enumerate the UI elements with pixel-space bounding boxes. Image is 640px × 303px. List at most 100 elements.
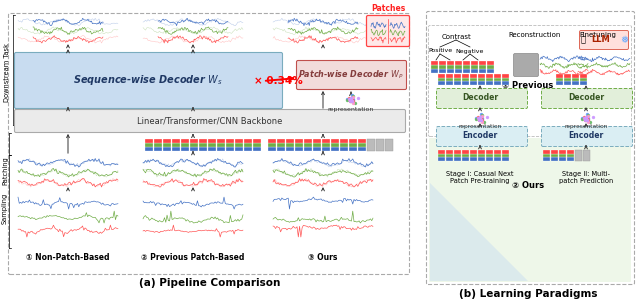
Point	[348, 94, 358, 99]
Bar	[502, 157, 509, 161]
Bar	[340, 139, 348, 143]
Bar	[463, 61, 470, 65]
Bar	[199, 143, 207, 147]
Point	[577, 116, 588, 121]
Bar	[313, 143, 321, 147]
Point	[477, 116, 487, 121]
Point	[477, 113, 488, 118]
Bar	[463, 69, 470, 73]
Polygon shape	[430, 183, 528, 281]
Point	[476, 117, 486, 122]
Point	[583, 115, 593, 120]
Bar	[486, 157, 493, 161]
Point	[579, 115, 589, 120]
Bar	[462, 81, 469, 85]
Point	[347, 96, 357, 101]
Text: representation: representation	[458, 124, 502, 129]
Bar	[479, 69, 486, 73]
Text: Patching: Patching	[2, 157, 8, 185]
Text: Encoder: Encoder	[568, 132, 604, 141]
Point	[580, 118, 591, 123]
Bar	[217, 147, 225, 151]
Bar	[358, 147, 366, 151]
Bar	[145, 143, 153, 147]
Bar	[572, 81, 579, 85]
Bar	[471, 61, 478, 65]
Text: ② Previous Patch-Based: ② Previous Patch-Based	[141, 252, 244, 261]
Text: Reconstruction: Reconstruction	[509, 32, 561, 38]
Bar	[199, 147, 207, 151]
Bar	[358, 139, 366, 143]
Point	[348, 99, 358, 104]
Point	[583, 118, 593, 123]
Bar	[556, 78, 563, 81]
FancyBboxPatch shape	[541, 126, 632, 146]
Point	[344, 96, 354, 101]
Bar	[217, 143, 225, 147]
Bar	[572, 74, 579, 78]
Text: Stage I: Casual Next
Patch Pre-training: Stage I: Casual Next Patch Pre-training	[446, 171, 514, 184]
Bar	[438, 157, 445, 161]
Text: Sampling: Sampling	[2, 192, 8, 224]
Text: Decoder: Decoder	[462, 94, 498, 102]
Bar	[163, 147, 171, 151]
Point	[477, 118, 487, 123]
Text: ③ Ours: ③ Ours	[308, 252, 338, 261]
Text: ② Ours: ② Ours	[512, 181, 544, 189]
Bar	[190, 147, 198, 151]
Point	[583, 113, 593, 118]
Point	[477, 120, 487, 125]
Bar	[447, 61, 454, 65]
Bar	[331, 143, 339, 147]
Point	[342, 97, 353, 102]
Point	[344, 96, 355, 101]
Bar	[181, 143, 189, 147]
Bar	[470, 81, 477, 85]
Bar	[572, 78, 579, 81]
Point	[476, 118, 486, 123]
Bar	[454, 74, 461, 78]
Bar	[277, 143, 285, 147]
Text: × 0.34%: × 0.34%	[253, 76, 302, 86]
Bar	[244, 139, 252, 143]
Bar	[199, 139, 207, 143]
Bar	[438, 78, 445, 81]
Bar	[253, 147, 261, 151]
Bar	[295, 147, 303, 151]
Bar	[567, 157, 574, 161]
FancyBboxPatch shape	[436, 88, 527, 108]
Point	[473, 115, 483, 120]
Point	[471, 117, 481, 122]
Text: Negative: Negative	[456, 48, 484, 54]
FancyBboxPatch shape	[429, 138, 631, 282]
Point	[476, 116, 486, 121]
Point	[353, 95, 363, 100]
Bar	[494, 154, 501, 157]
Point	[477, 114, 487, 119]
Bar	[226, 143, 234, 147]
Bar	[439, 61, 446, 65]
Bar	[580, 78, 587, 81]
Bar	[431, 65, 438, 69]
FancyBboxPatch shape	[436, 126, 527, 146]
Point	[582, 117, 592, 122]
Bar	[313, 147, 321, 151]
Text: Positive: Positive	[428, 48, 452, 54]
Bar	[358, 143, 366, 147]
Bar	[235, 139, 243, 143]
FancyBboxPatch shape	[15, 109, 406, 132]
Bar	[463, 69, 470, 73]
Point	[346, 99, 356, 104]
Bar	[208, 143, 216, 147]
Bar	[163, 143, 171, 147]
Bar	[431, 61, 438, 65]
Bar	[487, 69, 494, 73]
Point	[582, 116, 593, 121]
Bar	[163, 139, 171, 143]
Text: Decoder: Decoder	[568, 94, 604, 102]
Bar	[446, 81, 453, 85]
Bar	[494, 150, 501, 154]
Bar	[478, 150, 485, 154]
Bar	[172, 147, 180, 151]
Bar	[145, 139, 153, 143]
